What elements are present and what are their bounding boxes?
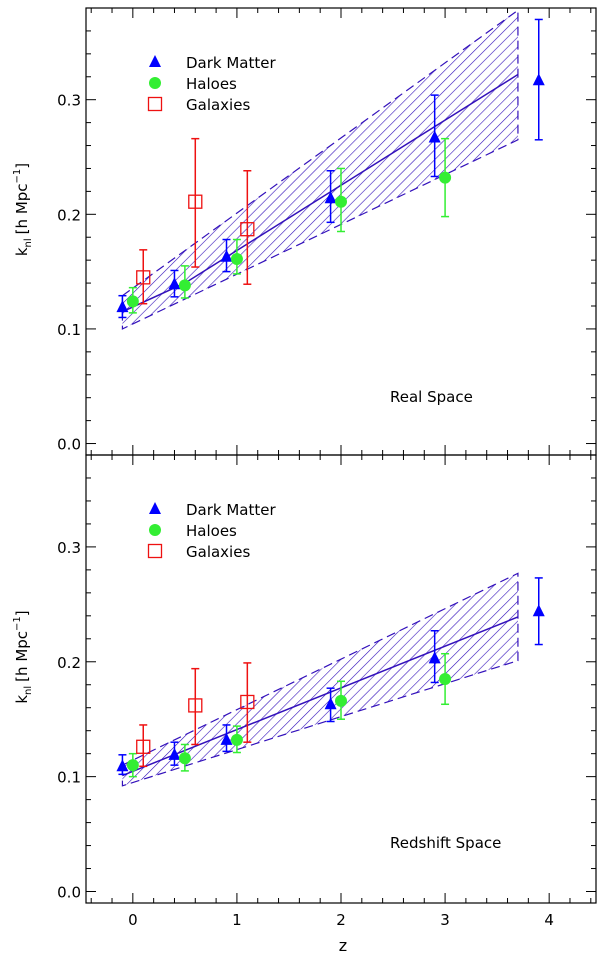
series-dark-matter bbox=[116, 18, 545, 319]
x-axis bbox=[90, 8, 592, 455]
legend-label: Haloes bbox=[186, 75, 237, 93]
x-axis: 0 1 2 3 4 z bbox=[90, 455, 592, 955]
data-point bbox=[230, 253, 243, 266]
y-label-sub: nl bbox=[23, 686, 34, 695]
legend-marker-square bbox=[147, 96, 163, 112]
model-line bbox=[122, 616, 519, 777]
y-axis-label: knl [h Mpc−1] bbox=[12, 610, 34, 703]
series-haloes bbox=[126, 652, 452, 778]
data-point bbox=[240, 694, 255, 710]
series-galaxies bbox=[136, 662, 255, 768]
legend-marker-square bbox=[147, 543, 163, 559]
data-point bbox=[126, 759, 139, 772]
legend-label: Dark Matter bbox=[186, 501, 276, 519]
data-point bbox=[335, 694, 347, 707]
legend-marker-triangle bbox=[149, 502, 161, 514]
series-galaxies bbox=[136, 137, 255, 305]
data-point bbox=[168, 277, 181, 290]
y-tick-label: 0.2 bbox=[57, 654, 81, 672]
y-label-exp: −1 bbox=[12, 616, 23, 631]
x-tick-label: 1 bbox=[232, 911, 242, 929]
y-tick-label: 0.1 bbox=[57, 321, 81, 339]
data-point bbox=[439, 171, 452, 184]
x-tick-label: 4 bbox=[544, 911, 554, 929]
y-label-sub: nl bbox=[23, 238, 34, 247]
data-point bbox=[136, 270, 151, 285]
data-point bbox=[136, 739, 151, 754]
data-point bbox=[532, 73, 545, 86]
legend-marker-circle bbox=[149, 77, 161, 89]
data-point bbox=[188, 698, 203, 713]
legend-marker-triangle bbox=[149, 55, 161, 67]
panel-real-space: 0.0 0.1 0.2 0.3 knl [h Mpc−1] Dark Matter Haloe… bbox=[12, 7, 597, 456]
data-point bbox=[439, 673, 452, 685]
panel-label: Real Space bbox=[390, 388, 473, 406]
y-tick-label: 0.2 bbox=[57, 206, 81, 224]
x-tick-label: 3 bbox=[440, 911, 450, 929]
model-band bbox=[121, 572, 519, 787]
y-tick-label: 0.0 bbox=[57, 884, 81, 902]
data-point bbox=[240, 222, 255, 237]
legend: Dark Matter Haloes Galaxies bbox=[147, 501, 276, 561]
y-tick-label: 0.1 bbox=[57, 769, 81, 787]
series-haloes bbox=[126, 137, 452, 314]
data-point bbox=[178, 279, 191, 292]
data-point bbox=[428, 130, 441, 143]
y-label-k: k bbox=[13, 695, 31, 704]
data-point bbox=[126, 295, 139, 308]
y-axis-label: knl [h Mpc−1] bbox=[12, 163, 34, 256]
y-tick-label: 0.3 bbox=[57, 92, 81, 110]
y-label-close: ] bbox=[13, 610, 31, 616]
y-axis: 0.0 0.1 0.2 0.3 knl [h Mpc−1] bbox=[12, 477, 596, 902]
data-point bbox=[116, 300, 129, 313]
data-point bbox=[220, 249, 233, 262]
legend: Dark Matter Haloes Galaxies bbox=[147, 54, 276, 114]
y-label-unit: [h Mpc bbox=[13, 183, 31, 234]
data-point bbox=[178, 752, 191, 765]
legend-label: Dark Matter bbox=[186, 54, 276, 72]
data-point bbox=[230, 733, 243, 746]
data-point bbox=[532, 604, 545, 617]
data-point bbox=[428, 651, 441, 664]
data-point bbox=[220, 732, 233, 745]
y-tick-label: 0.0 bbox=[57, 436, 81, 454]
data-point bbox=[116, 759, 129, 772]
y-label-k: k bbox=[13, 247, 31, 256]
legend-marker-circle bbox=[149, 524, 161, 536]
legend-label: Haloes bbox=[186, 522, 237, 540]
data-point bbox=[324, 697, 337, 710]
series-dark-matter bbox=[116, 577, 545, 776]
y-label-close: ] bbox=[13, 163, 31, 169]
panel-redshift-space: 0 1 2 3 4 z 0.0 0.1 0.2 0.3 knl [h Mpc−1] Dark Matte… bbox=[12, 454, 597, 955]
legend-label: Galaxies bbox=[186, 543, 250, 561]
legend-label: Galaxies bbox=[186, 96, 250, 114]
y-label-exp: −1 bbox=[12, 169, 23, 184]
x-axis-label: z bbox=[339, 936, 347, 955]
x-tick-label: 0 bbox=[128, 911, 138, 929]
data-point bbox=[168, 747, 181, 760]
data-point bbox=[324, 191, 337, 204]
data-point bbox=[335, 195, 347, 208]
panel-label: Redshift Space bbox=[390, 834, 501, 852]
y-axis: 0.0 0.1 0.2 0.3 knl [h Mpc−1] bbox=[12, 30, 596, 454]
data-point bbox=[188, 194, 203, 209]
y-tick-label: 0.3 bbox=[57, 539, 81, 557]
x-tick-label: 2 bbox=[336, 911, 346, 929]
y-label-unit: [h Mpc bbox=[13, 631, 31, 682]
